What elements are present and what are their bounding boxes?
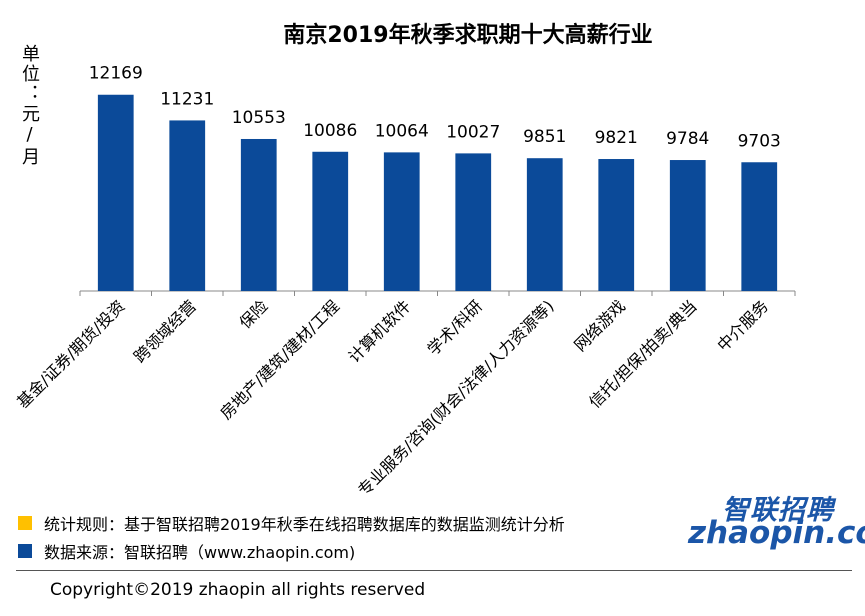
separator <box>16 570 852 571</box>
copyright: Copyright©2019 zhaopin all rights reserv… <box>50 580 426 600</box>
bar <box>741 162 778 291</box>
x-tick-label: 计算机软件 <box>345 296 415 366</box>
value-label: 10064 <box>375 121 429 141</box>
bar <box>169 120 206 291</box>
x-tick-label: 网络游戏 <box>570 296 629 355</box>
value-label: 9784 <box>666 129 709 149</box>
value-label: 9821 <box>595 128 638 148</box>
x-tick-label: 房地产/建筑/建材/工程 <box>216 296 343 423</box>
chart-title: 南京2019年秋季求职期十大高薪行业 <box>283 22 652 48</box>
value-label: 9851 <box>523 127 566 147</box>
value-label: 9703 <box>738 131 781 151</box>
bar <box>669 160 706 291</box>
value-label: 12169 <box>89 64 143 84</box>
value-label: 10086 <box>303 121 357 141</box>
logo-name: 智联招聘 <box>722 495 834 526</box>
chart: 南京2019年秋季求职期十大高薪行业 12169 基金/证券/期货/投资 11231… <box>13 22 796 500</box>
logo-site: zhaopin.com <box>688 515 865 551</box>
note: 数据来源：智联招聘（www.zhaopin.com) <box>44 543 356 562</box>
value-label: 10027 <box>446 122 500 142</box>
x-tick-label: 保险 <box>236 296 272 332</box>
note-marker <box>18 544 32 558</box>
bar <box>97 94 134 291</box>
y-axis-label: 单位：元/月 <box>19 44 40 167</box>
note-marker <box>18 516 32 530</box>
bar <box>526 158 563 291</box>
value-label: 10553 <box>232 108 286 128</box>
bar <box>598 159 635 291</box>
bar <box>383 152 420 291</box>
x-tick-label: 学术/科研 <box>424 296 487 359</box>
value-label: 11231 <box>160 89 214 109</box>
x-tick-label: 基金/证券/期货/投资 <box>13 296 128 411</box>
bar <box>312 151 349 291</box>
x-tick-label: 中介服务 <box>713 296 772 355</box>
bar <box>240 138 277 291</box>
x-tick-label: 跨领域经营 <box>130 296 200 366</box>
bar <box>455 153 492 291</box>
note: 统计规则：基于智联招聘2019年秋季在线招聘数据库的数据监测统计分析 <box>44 515 565 534</box>
